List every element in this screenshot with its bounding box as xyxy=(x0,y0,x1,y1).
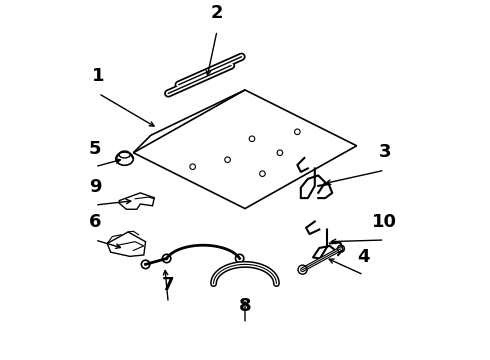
Text: 6: 6 xyxy=(89,213,101,231)
Text: 4: 4 xyxy=(357,248,370,266)
Text: 3: 3 xyxy=(378,144,391,162)
Text: 1: 1 xyxy=(92,67,105,85)
Text: 9: 9 xyxy=(89,178,101,196)
Text: 2: 2 xyxy=(211,4,223,22)
Text: 10: 10 xyxy=(372,213,397,231)
Text: 5: 5 xyxy=(89,140,101,158)
Text: 7: 7 xyxy=(162,276,174,294)
Text: 8: 8 xyxy=(239,297,251,315)
